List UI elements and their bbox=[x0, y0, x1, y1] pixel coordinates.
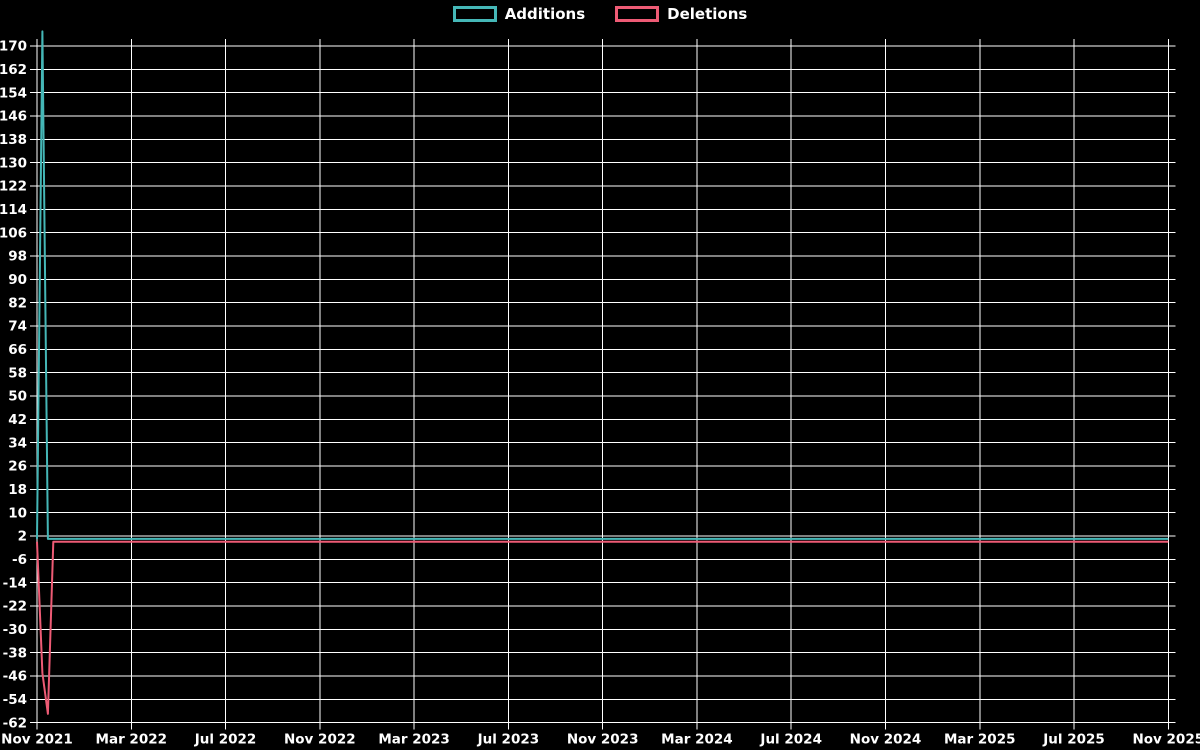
deletions-series-line bbox=[36, 540, 1169, 715]
y-axis-tick-label: 26 bbox=[8, 459, 27, 475]
x-axis-tick-label: Nov 2024 bbox=[850, 732, 922, 748]
y-axis-tick-label: -30 bbox=[3, 622, 27, 638]
x-axis-tick-label: Nov 2025 bbox=[1132, 732, 1200, 748]
legend-label-deletions: Deletions bbox=[667, 4, 748, 23]
x-axis-tick-label: Mar 2023 bbox=[378, 732, 449, 748]
y-axis-tick-label: 18 bbox=[8, 482, 27, 498]
x-axis-tick-label: Jul 2023 bbox=[477, 732, 540, 748]
y-axis-tick-label: 90 bbox=[8, 272, 27, 288]
y-axis-tick-label: 50 bbox=[8, 389, 27, 405]
y-axis-tick-label: 138 bbox=[0, 132, 27, 148]
y-axis-tick-label: 58 bbox=[8, 365, 27, 381]
x-axis-tick-label: Jul 2024 bbox=[759, 732, 822, 748]
y-axis-tick-label: -54 bbox=[3, 692, 27, 708]
y-axis-tick-label: 130 bbox=[0, 155, 27, 171]
y-axis-tick-label: -22 bbox=[3, 599, 27, 615]
x-axis-tick-label: Mar 2024 bbox=[661, 732, 732, 748]
deletions-line-swatch bbox=[615, 6, 660, 22]
y-axis-tick-label: -14 bbox=[3, 575, 27, 591]
y-axis-tick-label: 146 bbox=[0, 109, 27, 125]
y-axis-tick-label: 34 bbox=[8, 435, 27, 451]
y-axis-tick-label: 114 bbox=[0, 202, 27, 218]
chart-legend: Additions Deletions bbox=[0, 6, 1200, 22]
y-axis-tick-label: 122 bbox=[0, 179, 27, 195]
y-axis-tick-label: 106 bbox=[0, 225, 27, 241]
y-axis-tick-label: 66 bbox=[8, 342, 27, 358]
y-axis-tick-label: 82 bbox=[8, 295, 27, 311]
y-axis-tick-label: 10 bbox=[8, 505, 27, 521]
x-axis-tick-label: Jul 2025 bbox=[1042, 732, 1105, 748]
y-axis-tick-label: 162 bbox=[0, 62, 27, 78]
x-axis-tick-label: Nov 2021 bbox=[1, 732, 73, 748]
y-axis-tick-label: 98 bbox=[8, 249, 27, 265]
x-axis-tick-label: Nov 2023 bbox=[567, 732, 639, 748]
x-axis-tick-label: Nov 2022 bbox=[284, 732, 356, 748]
y-axis-tick-label: -6 bbox=[12, 552, 27, 568]
additions-line-swatch bbox=[452, 6, 497, 22]
y-axis-tick-label: 170 bbox=[0, 39, 27, 55]
y-axis-tick-label: -62 bbox=[3, 715, 27, 731]
legend-item-additions[interactable]: Additions bbox=[452, 4, 586, 23]
y-axis-tick-label: 42 bbox=[8, 412, 27, 428]
x-axis-tick-label: Mar 2022 bbox=[96, 732, 167, 748]
additions-series-line bbox=[36, 30, 1169, 540]
y-axis-tick-label: -38 bbox=[3, 645, 27, 661]
y-axis-tick-label: 74 bbox=[8, 319, 27, 335]
legend-label-additions: Additions bbox=[504, 4, 586, 23]
y-axis-tick-label: 154 bbox=[0, 85, 27, 101]
x-axis-tick-label: Mar 2025 bbox=[944, 732, 1015, 748]
x-axis-tick-label: Jul 2022 bbox=[194, 732, 257, 748]
legend-item-deletions[interactable]: Deletions bbox=[615, 6, 747, 22]
y-axis-tick-label: -46 bbox=[3, 669, 27, 685]
y-axis-tick-label: 2 bbox=[18, 529, 27, 545]
